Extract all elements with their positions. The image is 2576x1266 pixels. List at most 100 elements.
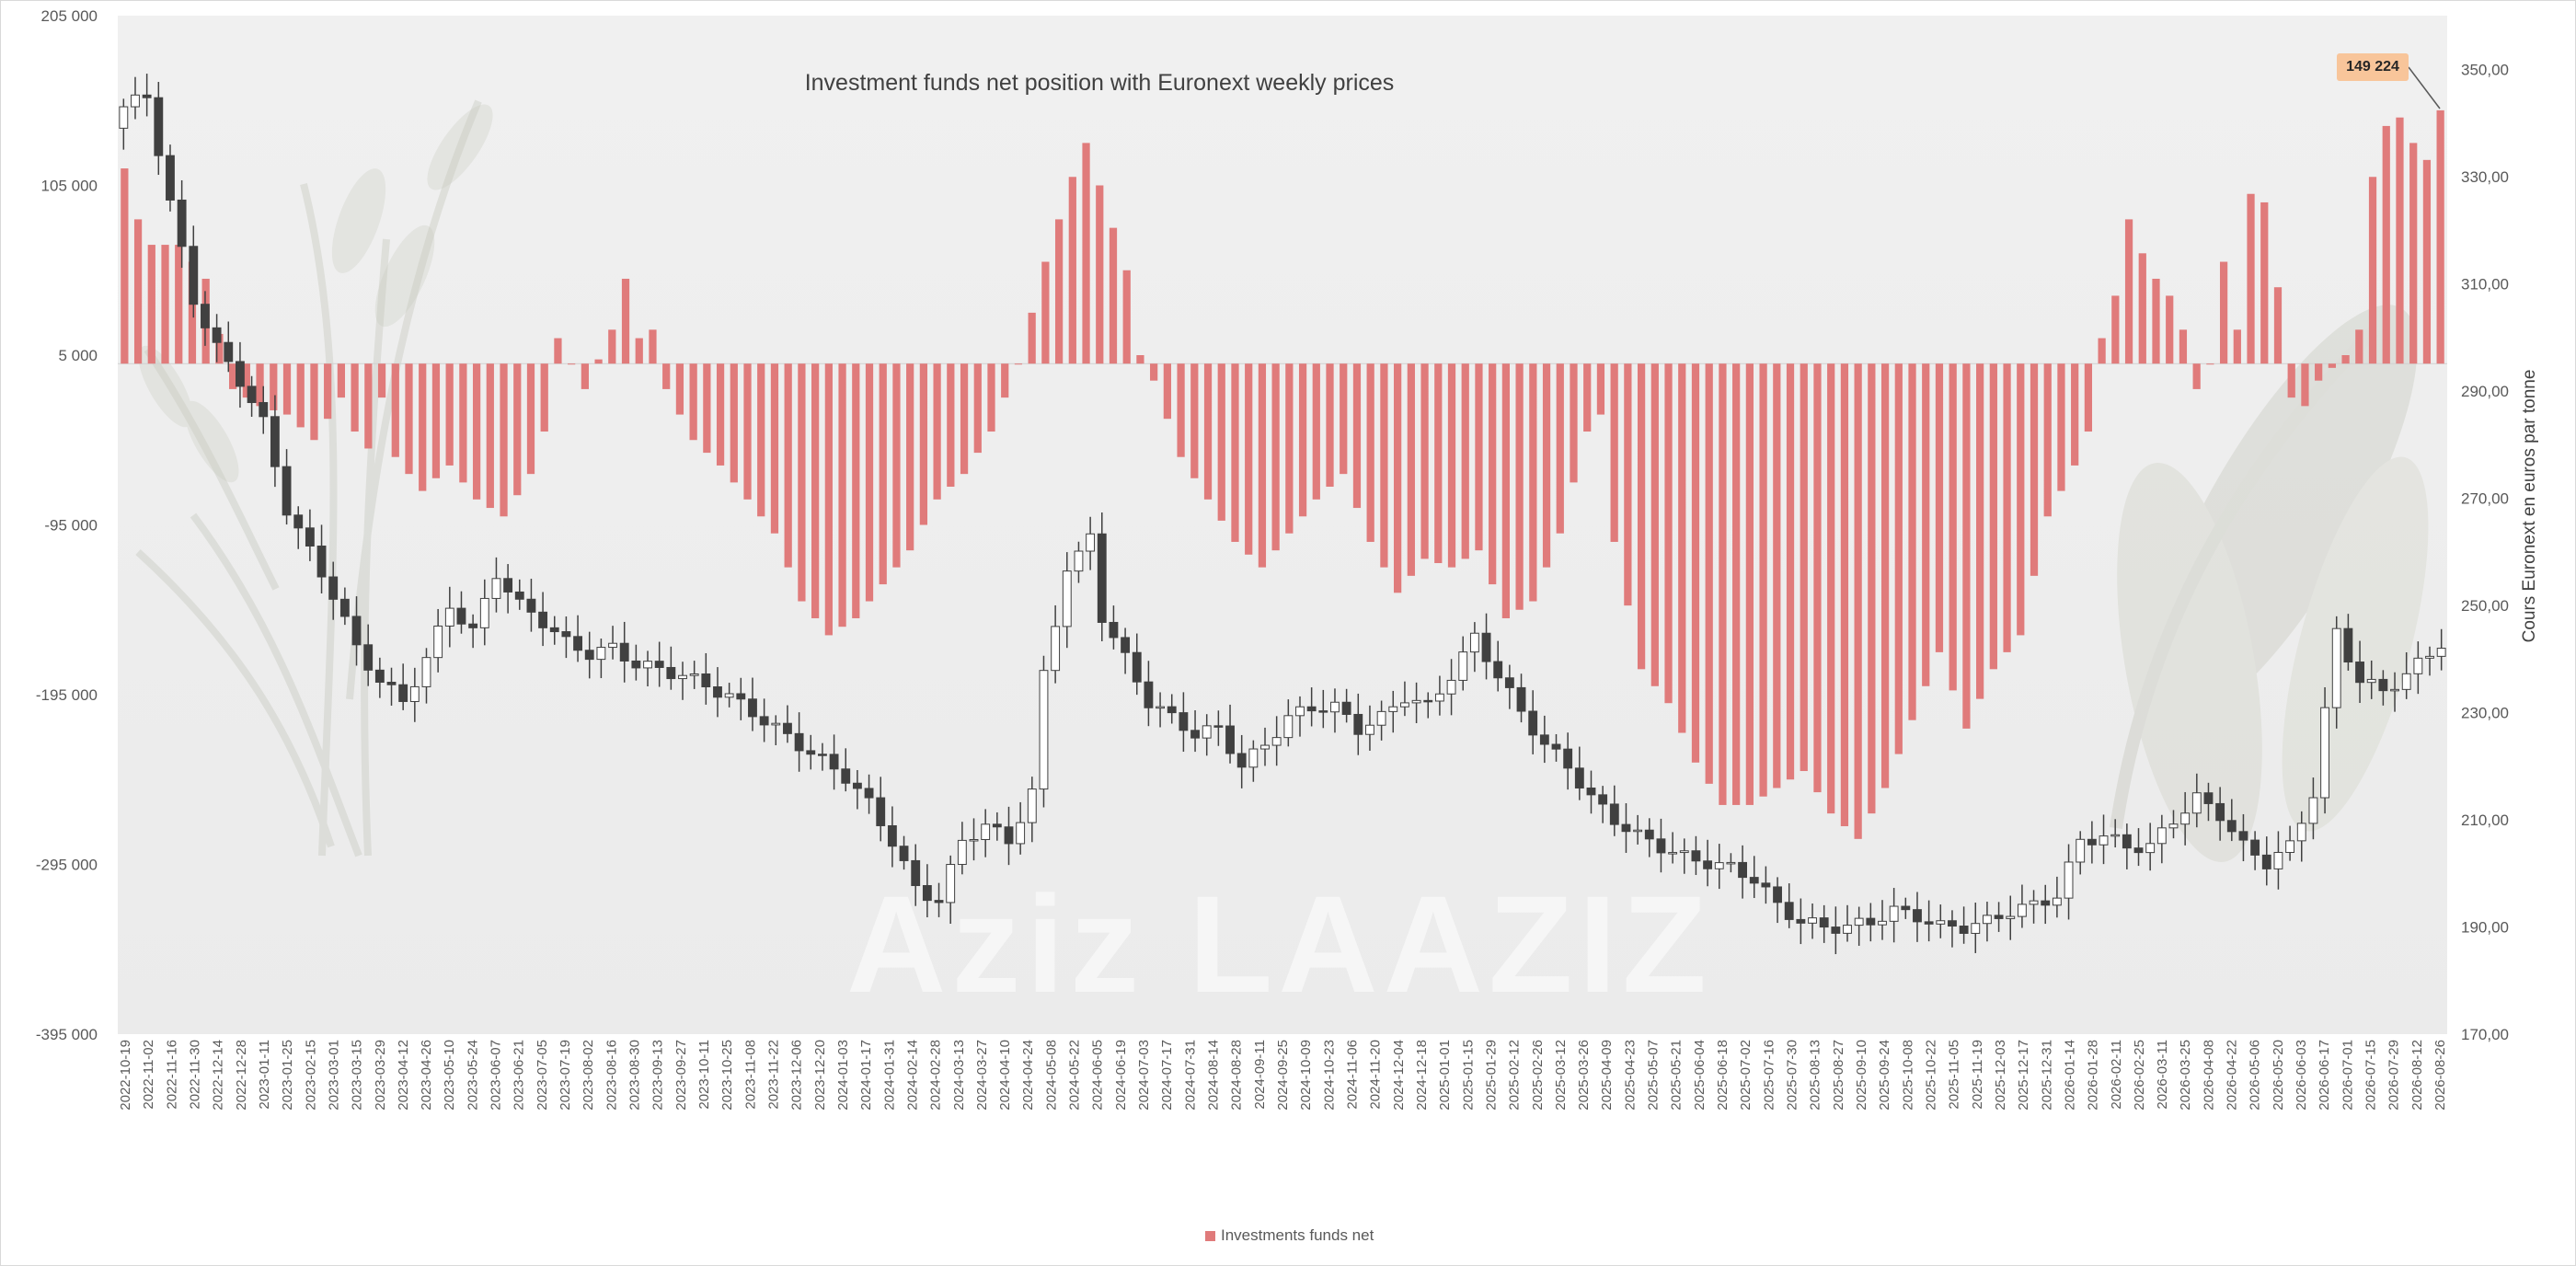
candle-body: [224, 341, 234, 363]
net-position-bar: [2152, 278, 2160, 364]
wheat-grains: [138, 104, 493, 483]
candle-body: [538, 611, 548, 628]
x-axis-tick-label: 2025-02-26: [1530, 1040, 1546, 1111]
net-position-bar: [2273, 287, 2283, 364]
candle-body: [2331, 627, 2341, 708]
left-axis-tick-label: 105 000: [41, 178, 98, 195]
net-position-bar: [1880, 363, 1890, 788]
candle-body: [1901, 905, 1911, 911]
candle-body: [2308, 797, 2318, 824]
net-position-bar: [608, 329, 616, 364]
candle-body: [1004, 826, 1014, 845]
x-axis-tick-label: 2025-09-24: [1877, 1040, 1892, 1111]
net-position-bar: [1759, 363, 1767, 797]
x-axis-tick-label: 2023-09-13: [650, 1040, 666, 1111]
candle-body: [386, 682, 397, 685]
x-axis-tick-label: 2024-01-03: [835, 1040, 851, 1111]
left-axis-tick-label: -95 000: [44, 517, 98, 535]
candle-body: [1773, 886, 1782, 903]
candle-body: [166, 155, 175, 201]
net-position-bar: [1501, 363, 1511, 618]
net-position-bar: [1461, 363, 1469, 559]
candle-body: [1132, 651, 1142, 683]
x-axis-tick-label: 2024-02-28: [928, 1040, 944, 1111]
net-position-bar: [1894, 363, 1903, 754]
net-position-bar: [1637, 363, 1646, 670]
net-position-bar: [1922, 363, 1930, 686]
candle-body: [736, 693, 746, 700]
net-position-bar: [1515, 363, 1524, 610]
net-position-bar: [1813, 363, 1822, 793]
legend: Investments funds net: [1205, 1226, 1374, 1245]
net-position-bar: [1434, 363, 1443, 564]
x-axis-tick-label: 2026-05-20: [2271, 1040, 2286, 1111]
net-position-bar: [865, 363, 874, 602]
x-axis-tick-label: 2025-01-01: [1437, 1040, 1453, 1111]
candle-body: [689, 673, 699, 676]
net-position-bar: [824, 363, 833, 636]
net-position-bar: [2057, 363, 2065, 491]
candle-body: [374, 669, 385, 684]
net-position-bar: [987, 363, 995, 432]
net-position-bar: [2287, 363, 2295, 398]
x-axis-tick-label: 2025-12-31: [2039, 1040, 2054, 1111]
right-axis-tick-label: 290,00: [2461, 383, 2509, 400]
net-position-bar: [1570, 363, 1578, 483]
candle-body: [1190, 730, 1200, 739]
price-candles: [119, 74, 2446, 955]
net-position-bar: [2219, 261, 2228, 364]
net-position-bar: [2003, 363, 2011, 652]
net-position-bar: [1949, 363, 1957, 691]
chart-title: Investment funds net position with Euron…: [804, 70, 1395, 96]
candle-body: [2017, 903, 2027, 917]
x-axis-tick-label: 2022-11-30: [188, 1040, 203, 1110]
x-axis-tick-label: 2024-02-14: [904, 1040, 920, 1111]
x-axis-tick-label: 2025-12-03: [1993, 1040, 2008, 1111]
candle-body: [1854, 917, 1864, 926]
right-axis-tick-label: 270,00: [2461, 489, 2509, 507]
candle-body: [1936, 920, 1946, 925]
net-position-bar: [1583, 363, 1592, 432]
net-position-bar: [324, 363, 332, 420]
right-axis-tick-label: 330,00: [2461, 168, 2509, 186]
net-position-bar: [500, 363, 508, 517]
candle-body: [398, 684, 408, 702]
x-axis-tick-label: 2024-10-09: [1298, 1040, 1314, 1111]
candle-body: [1913, 909, 1922, 923]
callout-leader: [2408, 66, 2441, 109]
net-position-bar: [743, 363, 752, 500]
candle-body: [1714, 862, 1724, 869]
net-position-bar: [2111, 295, 2120, 364]
candle-body: [119, 106, 129, 129]
x-axis-tick-label: 2025-08-27: [1831, 1040, 1846, 1111]
candle-body: [142, 94, 152, 98]
net-position-bar: [472, 363, 481, 500]
net-position-bar: [1271, 363, 1280, 551]
net-position-bar: [147, 245, 155, 364]
x-axis-tick-label: 2026-08-26: [2432, 1040, 2448, 1111]
candle-body: [619, 642, 629, 662]
candle-body: [2343, 627, 2353, 663]
x-axis-tick-label: 2025-12-17: [2016, 1040, 2031, 1111]
left-axis-tick-label: -395 000: [36, 1026, 98, 1043]
candle-body: [1458, 651, 1468, 681]
net-position-bar: [1420, 363, 1429, 559]
net-position-bar: [554, 338, 562, 364]
x-axis-tick-label: 2026-04-22: [2225, 1040, 2240, 1111]
candle-body: [666, 666, 676, 680]
x-axis-tick-label: 2024-04-10: [997, 1040, 1013, 1111]
x-axis-tick-label: 2023-01-25: [280, 1040, 295, 1111]
candle-body: [1528, 710, 1538, 736]
x-axis-tick-label: 2026-07-01: [2340, 1040, 2355, 1111]
net-position-bar: [2192, 363, 2201, 389]
net-position-bar: [1068, 177, 1076, 364]
candle-body: [2087, 838, 2097, 846]
net-position-bar: [879, 363, 887, 585]
candle-body: [561, 631, 571, 638]
net-position-bar: [405, 363, 413, 475]
x-axis: 2022-10-19 2022-11-02 2022-11-16 2022-11-30…: [118, 1040, 2448, 1111]
left-axis: 205 000 105 000 5 000 -95 000 -195 000 -295 0…: [36, 7, 98, 1043]
candle-body: [491, 578, 501, 599]
net-position-bar: [310, 363, 318, 441]
candle-body: [596, 647, 606, 661]
